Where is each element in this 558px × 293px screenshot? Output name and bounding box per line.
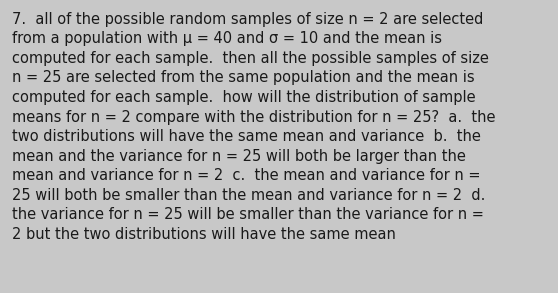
Text: 7.  all of the possible random samples of size n = 2 are selected
from a populat: 7. all of the possible random samples of… (12, 12, 496, 242)
